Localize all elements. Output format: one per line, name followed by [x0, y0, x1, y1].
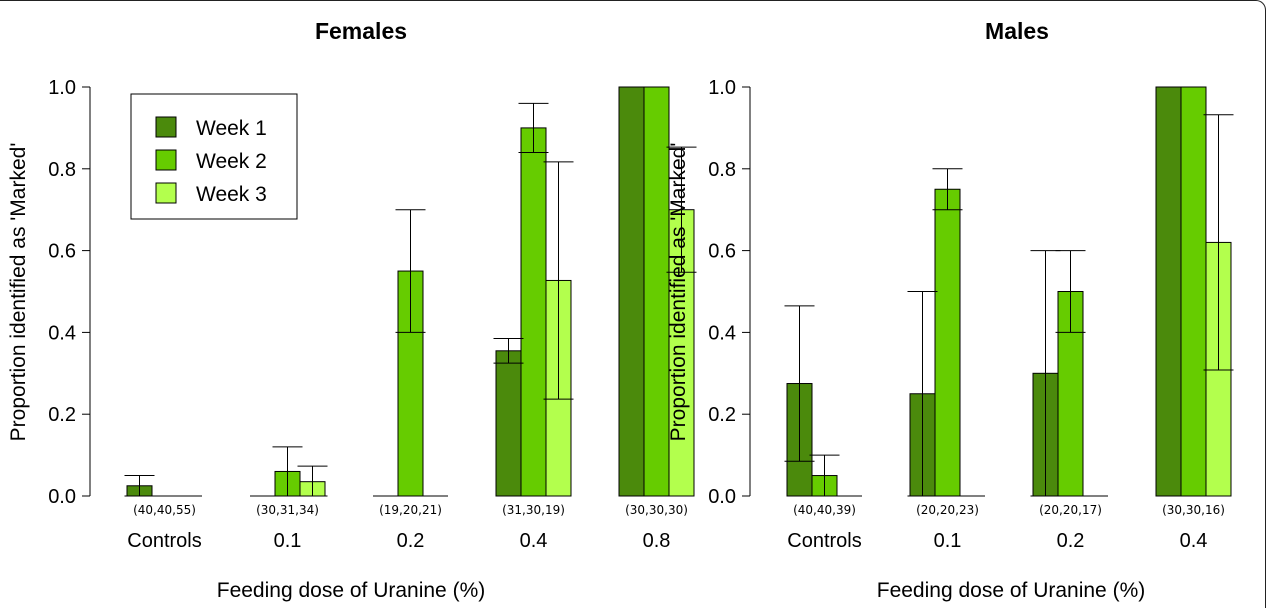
bar-week2-1 — [934, 188, 961, 497]
legend-label-week3: Week 3 — [196, 183, 267, 206]
x-axis-labels: (40,40,39) Controls (20,20,23) 0.1 (20,20,17… — [787, 503, 1225, 552]
y-tick-label: 0.8 — [48, 159, 76, 181]
panel-title: Females — [315, 18, 407, 44]
bar-week1-3 — [1155, 86, 1182, 497]
sample-size-label: (20,20,17) — [1039, 503, 1102, 517]
sample-size-label: (30,30,30) — [625, 503, 688, 517]
x-tick-label: 0.2 — [1057, 530, 1085, 552]
x-axis-title: Feeding dose of Uranine (%) — [217, 579, 485, 602]
bar-week1-4 — [618, 86, 645, 497]
y-axis: 0.0 0.2 0.4 0.6 0.8 1.0 — [708, 77, 751, 508]
x-tick-label: 0.2 — [397, 530, 425, 552]
legend-label-week2: Week 2 — [196, 150, 267, 173]
y-axis: 0.0 0.2 0.4 0.6 0.8 1.0 — [48, 77, 91, 508]
x-tick-label: 0.1 — [934, 530, 962, 552]
x-axis-labels: (40,40,55) Controls (30,31,34) 0.1 (19,20,21… — [127, 503, 688, 552]
y-tick-label: 0.2 — [48, 404, 76, 426]
legend-swatch-week1 — [155, 116, 177, 138]
y-tick-label: 0.2 — [708, 404, 736, 426]
legend-swatch-week2 — [155, 149, 177, 171]
bars — [786, 86, 1232, 497]
x-tick-label: 0.4 — [1180, 530, 1208, 552]
x-tick-label: 0.1 — [274, 530, 302, 552]
males-panel: Males Proportion identified as 'Marked' … — [667, 18, 1234, 602]
y-tick-label: 0.0 — [48, 486, 76, 508]
legend: Week 1 Week 2 Week 3 — [130, 93, 298, 220]
y-axis-title: Proportion identified as 'Marked' — [667, 143, 690, 442]
sample-size-label: (30,30,16) — [1162, 503, 1225, 517]
sample-size-label: (30,31,34) — [256, 503, 319, 517]
y-tick-label: 0.4 — [708, 322, 736, 344]
sample-size-label: (40,40,39) — [793, 503, 856, 517]
y-tick-label: 1.0 — [708, 77, 736, 99]
legend-swatch-week3 — [155, 182, 177, 204]
bar-week2-3 — [1180, 86, 1207, 497]
y-tick-label: 0.0 — [708, 486, 736, 508]
panel-title: Males — [985, 18, 1049, 44]
y-tick-label: 0.6 — [708, 241, 736, 263]
y-tick-label: 0.6 — [48, 241, 76, 263]
sample-size-label: (19,20,21) — [379, 503, 442, 517]
error-bars — [784, 114, 1234, 497]
y-tick-label: 0.8 — [708, 159, 736, 181]
legend-label-week1: Week 1 — [196, 117, 267, 140]
sample-size-label: (20,20,23) — [916, 503, 979, 517]
bar-week2-3 — [520, 127, 547, 497]
y-tick-label: 0.4 — [48, 322, 76, 344]
x-tick-label: 0.8 — [643, 530, 671, 552]
x-axis-title: Feeding dose of Uranine (%) — [877, 579, 1145, 602]
sample-size-label: (31,30,19) — [502, 503, 565, 517]
y-tick-label: 1.0 — [48, 77, 76, 99]
bar-week1-3 — [495, 350, 522, 497]
error-bars — [124, 102, 697, 497]
y-axis-title: Proportion identified as 'Marked' — [7, 143, 30, 442]
x-tick-label: Controls — [127, 530, 201, 552]
sample-size-label: (40,40,55) — [133, 503, 196, 517]
bar-week2-4 — [643, 86, 670, 497]
females-panel: Females Proportion identified as 'Marked… — [7, 18, 697, 602]
x-tick-label: 0.4 — [520, 530, 548, 552]
x-tick-label: Controls — [787, 530, 861, 552]
